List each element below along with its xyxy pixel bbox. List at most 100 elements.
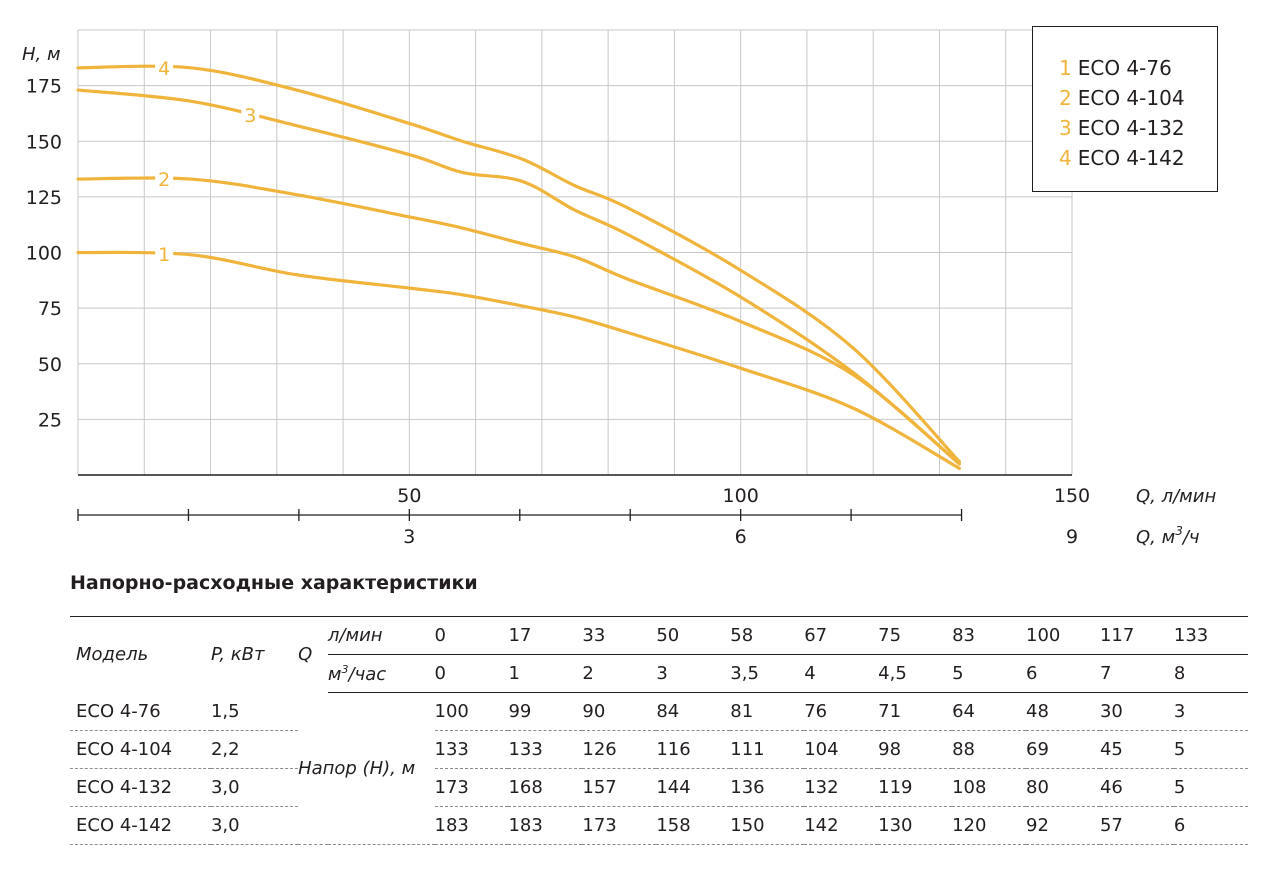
series-marker-bg <box>241 103 260 126</box>
power-value: 3,0 <box>210 806 299 845</box>
series-marker-label: 2 <box>158 169 170 191</box>
y-tick-label: 150 <box>26 131 62 153</box>
legend-number: 2 <box>1059 86 1072 110</box>
cubic-value: 3,5 <box>730 654 805 693</box>
cubic-value: 4 <box>804 654 879 693</box>
head-value: 92 <box>1026 806 1100 845</box>
model-name: ECO 4-104 <box>70 730 211 769</box>
power-value: 2,2 <box>210 730 299 769</box>
cubic-unit: м3/час <box>327 654 435 693</box>
flow-value: 117 <box>1099 616 1174 655</box>
table-row: ECO 4-142 3,0 183 183 173 158 150 142 13… <box>70 806 1248 845</box>
model-name: ECO 4-76 <box>70 692 211 731</box>
legend-label: ECO 4-142 <box>1077 146 1185 170</box>
flow-value: 17 <box>508 616 583 655</box>
chart-grid <box>77 29 1073 476</box>
series-marker-bg <box>155 243 174 266</box>
head-value: 126 <box>582 730 657 769</box>
performance-table: Модель P, кВт Q л/мин 0 17 33 50 58 67 7… <box>70 616 1248 845</box>
head-value: 6 <box>1173 806 1248 845</box>
chart-labels: 25 50 75 100 125 150 175 H, м 50 100 150 Q, л/мин 3 6… <box>22 44 1216 548</box>
flow-value: 67 <box>804 616 879 655</box>
head-value: 173 <box>582 806 657 845</box>
y-tick-label: 175 <box>26 76 62 98</box>
legend-number: 4 <box>1059 146 1072 170</box>
cubic-value: 6 <box>1026 654 1100 693</box>
power-value: 1,5 <box>210 692 299 731</box>
head-value: 183 <box>434 806 509 845</box>
head-value: 81 <box>730 692 805 731</box>
cubic-value: 5 <box>952 654 1027 693</box>
power-value: 3,0 <box>210 768 299 807</box>
flow-value: 0 <box>434 616 509 655</box>
head-value: 144 <box>656 768 731 807</box>
head-value: 69 <box>1026 730 1100 769</box>
series-marker-bg <box>155 168 174 191</box>
x-flow-tick-label: 150 <box>1054 485 1090 507</box>
y-tick-label: 100 <box>26 243 62 265</box>
head-value: 46 <box>1099 768 1174 807</box>
head-value: 64 <box>952 692 1027 731</box>
model-header: Модель <box>76 644 149 666</box>
flow-value: 83 <box>952 616 1027 655</box>
y-tick-label: 75 <box>38 298 62 320</box>
table-header-row: Модель P, кВт Q л/мин 0 17 33 50 58 67 7… <box>70 616 1248 665</box>
flow-value: 33 <box>582 616 657 655</box>
head-value: 136 <box>730 768 805 807</box>
head-value: 104 <box>804 730 879 769</box>
chart-axes <box>77 474 1072 521</box>
flow-value: 133 <box>1173 616 1248 655</box>
flow-unit: л/мин <box>327 616 435 655</box>
series-marker-label: 3 <box>244 105 256 127</box>
cubic-value: 3 <box>656 654 731 693</box>
model-name: ECO 4-142 <box>70 806 211 845</box>
legend-item: 1 ECO 4-76 <box>1059 53 1217 83</box>
series-line-2 <box>76 176 961 466</box>
legend-label: ECO 4-76 <box>1077 56 1172 80</box>
x-cubic-tick-label: 3 <box>403 526 415 548</box>
cubic-value: 8 <box>1173 654 1248 693</box>
cubic-unit-base: м <box>327 663 342 685</box>
legend-item: 2 ECO 4-104 <box>1059 83 1217 113</box>
head-value: 71 <box>878 692 953 731</box>
series-line-1 <box>76 250 961 470</box>
head-value: 5 <box>1173 730 1248 769</box>
head-value: 84 <box>656 692 731 731</box>
q-header: Q <box>298 644 313 666</box>
head-label: Напор (Н), м <box>298 692 435 845</box>
y-axis-label: H, м <box>22 44 61 65</box>
head-value: 130 <box>878 806 953 845</box>
table-units-row: м3/час 0 1 2 3 3,5 4 4,5 5 6 7 8 <box>70 654 1248 693</box>
head-value: 168 <box>508 768 583 807</box>
pump-performance-chart: 25 50 75 100 125 150 175 H, м 50 100 150 Q, л/мин 3 6… <box>22 29 1216 548</box>
head-value: 133 <box>508 730 583 769</box>
head-value: 116 <box>656 730 731 769</box>
head-value: 150 <box>730 806 805 845</box>
legend-label: ECO 4-132 <box>1077 116 1185 140</box>
head-value: 111 <box>730 730 805 769</box>
x-flow-tick-label: 50 <box>397 485 421 507</box>
head-value: 80 <box>1026 768 1100 807</box>
head-value: 100 <box>434 692 509 731</box>
x-cubic-axis-label: Q, м3/ч <box>1136 524 1200 548</box>
head-value: 99 <box>508 692 583 731</box>
x-cubic-tick-label: 6 <box>735 526 747 548</box>
flow-value: 58 <box>730 616 805 655</box>
flow-value: 75 <box>878 616 953 655</box>
x-cubic-tick-label: 9 <box>1066 526 1078 548</box>
head-value: 98 <box>878 730 953 769</box>
head-value: 5 <box>1173 768 1248 807</box>
table-row: ECO 4-76 1,5 Напор (Н), м 100 99 90 84 8… <box>70 692 1248 845</box>
head-value: 76 <box>804 692 879 731</box>
head-value: 142 <box>804 806 879 845</box>
series-marker-label: 4 <box>158 58 170 80</box>
series-marker-bg <box>155 56 174 79</box>
cubic-value: 7 <box>1099 654 1174 693</box>
head-value: 158 <box>656 806 731 845</box>
legend-label: ECO 4-104 <box>1077 86 1185 110</box>
head-value: 108 <box>952 768 1027 807</box>
cubic-value: 0 <box>434 654 509 693</box>
head-value: 30 <box>1099 692 1174 731</box>
head-value: 120 <box>952 806 1027 845</box>
head-value: 88 <box>952 730 1027 769</box>
